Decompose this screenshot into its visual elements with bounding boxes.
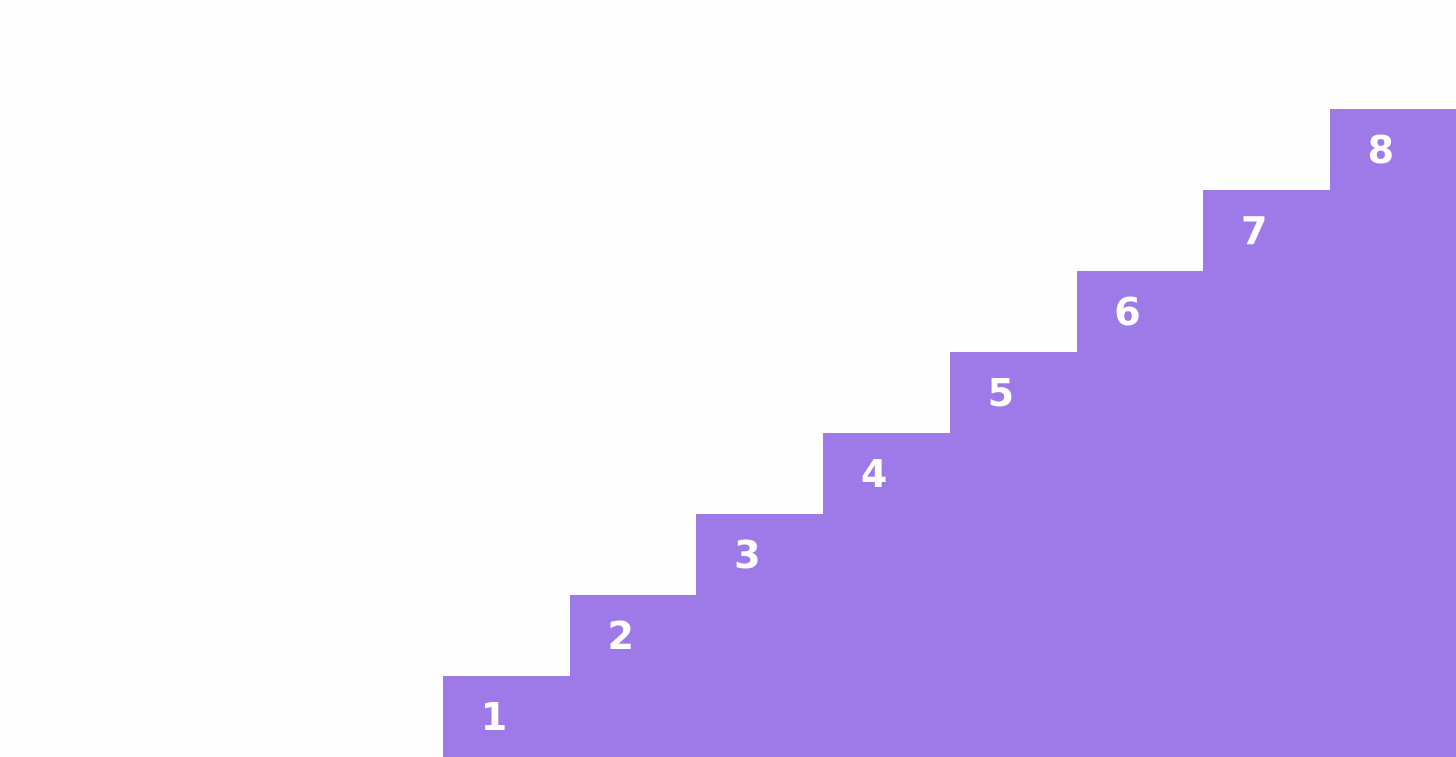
step-2-label: 2 [607, 613, 634, 658]
step-8 [1329, 109, 1456, 757]
step-1-label: 1 [480, 694, 508, 739]
step-5-label: 5 [987, 370, 1015, 415]
step-7-label: 7 [1240, 208, 1268, 253]
step-8-label: 8 [1367, 127, 1395, 172]
step-4-label: 4 [860, 451, 888, 496]
step-3-label: 3 [734, 532, 761, 577]
step-6-label: 6 [1114, 289, 1141, 334]
